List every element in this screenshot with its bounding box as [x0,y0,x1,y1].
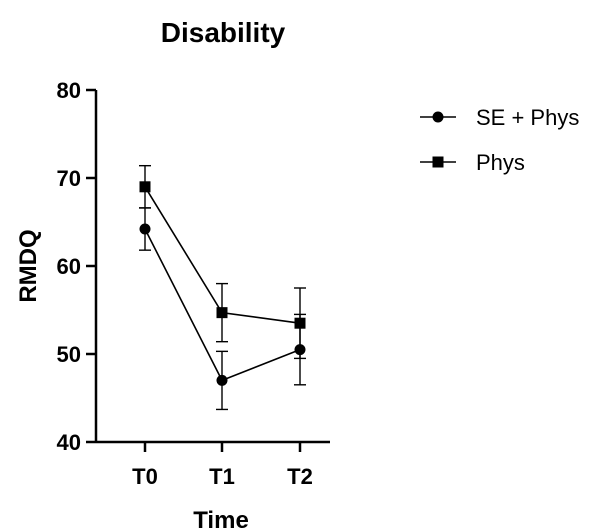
y-ticks: 40 50 60 70 80 [57,78,96,455]
y-tick-label: 70 [57,166,81,191]
y-tick-label: 60 [57,254,81,279]
legend: SE + Phys Phys [420,105,579,175]
legend-marker-circle [432,111,444,123]
series-2 [139,164,306,360]
x-tick-label: T1 [209,464,235,489]
y-tick-label: 40 [57,430,81,455]
x-ticks: T0 T1 T2 [132,442,313,489]
y-axis-title: RMDQ [15,229,42,302]
chart-title: Disability [161,17,286,48]
data-point-circle [139,223,151,235]
series-layer [139,164,306,411]
y-tick-label: 80 [57,78,81,103]
y-tick-label: 50 [57,342,81,367]
x-axis-title: Time [193,507,249,532]
legend-label: SE + Phys [476,105,579,130]
axes [94,90,330,444]
legend-label: Phys [476,150,525,175]
data-point-square [139,181,151,193]
data-point-circle [216,374,228,386]
data-point-square [216,307,228,319]
legend-marker-square [432,156,444,168]
x-tick-label: T2 [287,464,313,489]
x-tick-label: T0 [132,464,158,489]
data-point-square [294,317,306,329]
